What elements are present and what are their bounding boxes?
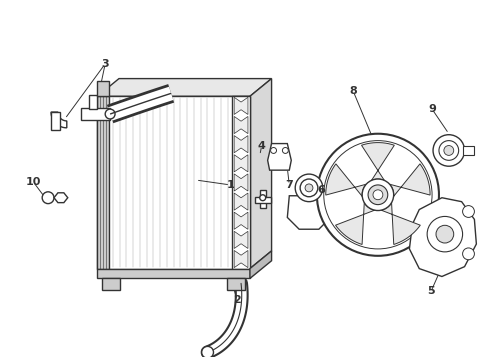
- Bar: [51, 112, 60, 130]
- Polygon shape: [234, 174, 248, 191]
- Circle shape: [463, 248, 474, 260]
- Circle shape: [373, 190, 383, 200]
- Polygon shape: [54, 193, 68, 203]
- Polygon shape: [336, 203, 375, 244]
- Polygon shape: [98, 78, 271, 96]
- Circle shape: [42, 192, 54, 204]
- Bar: [102, 278, 120, 290]
- Text: 10: 10: [25, 177, 41, 187]
- Bar: [98, 81, 109, 96]
- Text: 3: 3: [101, 59, 109, 69]
- Text: 7: 7: [286, 180, 293, 190]
- Circle shape: [444, 145, 454, 156]
- Bar: [98, 269, 250, 278]
- Bar: [232, 96, 250, 269]
- Circle shape: [260, 195, 266, 201]
- Polygon shape: [234, 136, 248, 153]
- Polygon shape: [287, 196, 331, 229]
- Circle shape: [300, 179, 318, 197]
- Polygon shape: [410, 198, 476, 276]
- Text: 1: 1: [226, 180, 234, 190]
- Polygon shape: [234, 212, 248, 229]
- Circle shape: [305, 184, 313, 192]
- Circle shape: [427, 216, 463, 252]
- Bar: [98, 96, 109, 269]
- Bar: [227, 278, 245, 290]
- Circle shape: [463, 206, 474, 217]
- Bar: [98, 96, 250, 269]
- Polygon shape: [234, 251, 248, 267]
- Polygon shape: [381, 203, 420, 244]
- Polygon shape: [234, 193, 248, 210]
- Bar: [90, 95, 98, 109]
- Text: 4: 4: [258, 140, 266, 150]
- Polygon shape: [390, 164, 430, 197]
- Circle shape: [282, 148, 288, 153]
- Text: 9: 9: [428, 104, 436, 114]
- Circle shape: [439, 141, 459, 160]
- Bar: [80, 108, 110, 120]
- Polygon shape: [362, 143, 394, 180]
- Circle shape: [362, 179, 393, 211]
- Circle shape: [105, 109, 115, 119]
- Circle shape: [317, 134, 439, 256]
- Polygon shape: [234, 231, 248, 248]
- Text: 5: 5: [427, 286, 435, 296]
- Circle shape: [270, 148, 276, 153]
- Circle shape: [324, 141, 432, 249]
- Polygon shape: [51, 112, 67, 128]
- Circle shape: [295, 174, 323, 202]
- Text: 8: 8: [349, 86, 357, 96]
- Polygon shape: [326, 164, 366, 197]
- Polygon shape: [268, 144, 291, 170]
- Bar: [260, 190, 266, 208]
- Text: 2: 2: [233, 295, 241, 305]
- Polygon shape: [250, 78, 271, 269]
- Circle shape: [202, 346, 214, 358]
- Polygon shape: [234, 97, 248, 114]
- Circle shape: [433, 135, 465, 166]
- Polygon shape: [234, 155, 248, 172]
- Polygon shape: [250, 251, 271, 278]
- Bar: [463, 145, 474, 156]
- Circle shape: [436, 225, 454, 243]
- Text: 6: 6: [317, 185, 325, 195]
- Circle shape: [368, 185, 388, 204]
- Polygon shape: [234, 116, 248, 134]
- Bar: [255, 197, 270, 203]
